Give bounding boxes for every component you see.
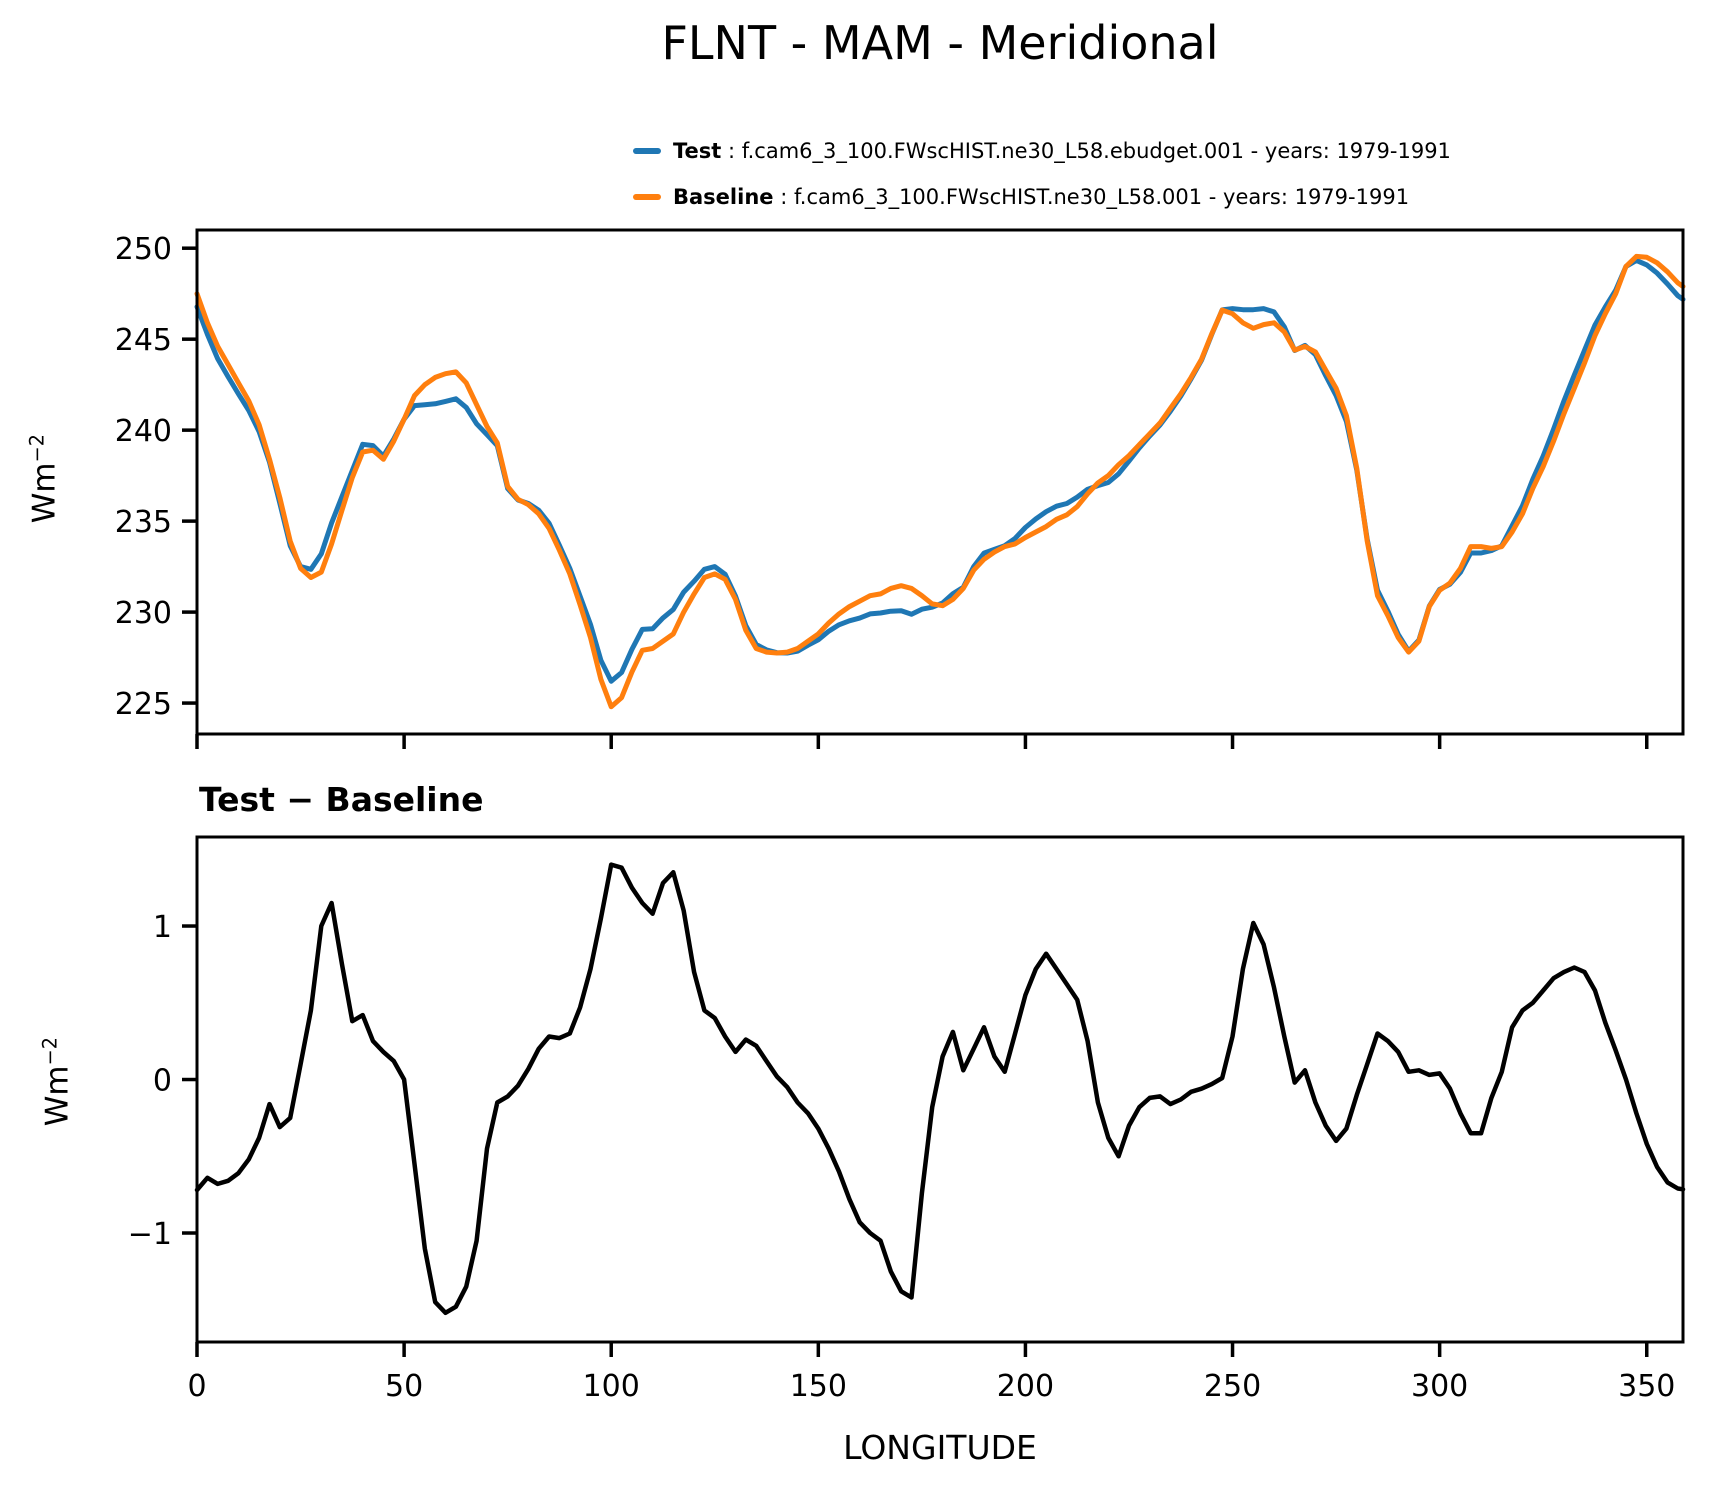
top-ylabel: Wm−2 — [25, 369, 62, 589]
svg-text:50: 50 — [385, 1369, 423, 1404]
legend-baseline-text: Baseline : f.cam6_3_100.FWscHIST.ne30_L5… — [673, 185, 1409, 209]
legend: Test : f.cam6_3_100.FWscHIST.ne30_L58.eb… — [633, 128, 1451, 220]
svg-text:245: 245 — [115, 323, 172, 358]
x-axis-label: LONGITUDE — [843, 1428, 1037, 1467]
svg-text:240: 240 — [115, 414, 172, 449]
svg-text:235: 235 — [115, 505, 172, 540]
svg-text:0: 0 — [153, 1064, 172, 1099]
svg-text:225: 225 — [115, 687, 172, 722]
legend-test-desc: : f.cam6_3_100.FWscHIST.ne30_L58.ebudget… — [721, 139, 1451, 163]
bottom-ylabel-exp: −2 — [38, 1037, 62, 1066]
svg-text:0: 0 — [187, 1369, 206, 1404]
baseline-legend-line — [633, 194, 661, 200]
diff-plot-title: Test − Baseline — [199, 780, 484, 819]
test-legend-line — [633, 148, 661, 154]
top-ylabel-base: Wm — [26, 462, 63, 524]
svg-text:250: 250 — [115, 232, 172, 267]
legend-test-text: Test : f.cam6_3_100.FWscHIST.ne30_L58.eb… — [673, 139, 1451, 163]
figure-title: FLNT - MAM - Meridional — [661, 16, 1219, 70]
svg-text:100: 100 — [583, 1369, 640, 1404]
svg-text:200: 200 — [997, 1369, 1054, 1404]
svg-text:300: 300 — [1411, 1369, 1468, 1404]
legend-baseline-desc: : f.cam6_3_100.FWscHIST.ne30_L58.001 - y… — [773, 185, 1410, 209]
bottom-ylabel: Wm−2 — [38, 972, 75, 1192]
svg-text:350: 350 — [1618, 1369, 1675, 1404]
svg-text:−1: −1 — [128, 1217, 172, 1252]
svg-text:230: 230 — [115, 596, 172, 631]
bottom-ylabel-base: Wm — [39, 1065, 76, 1127]
svg-text:1: 1 — [153, 910, 172, 945]
top-ylabel-exp: −2 — [25, 434, 49, 463]
legend-item-test: Test : f.cam6_3_100.FWscHIST.ne30_L58.eb… — [633, 128, 1451, 174]
svg-text:150: 150 — [790, 1369, 847, 1404]
legend-item-baseline: Baseline : f.cam6_3_100.FWscHIST.ne30_L5… — [633, 174, 1451, 220]
legend-baseline-label: Baseline — [673, 185, 774, 209]
svg-text:250: 250 — [1204, 1369, 1261, 1404]
legend-test-label: Test — [673, 139, 722, 163]
